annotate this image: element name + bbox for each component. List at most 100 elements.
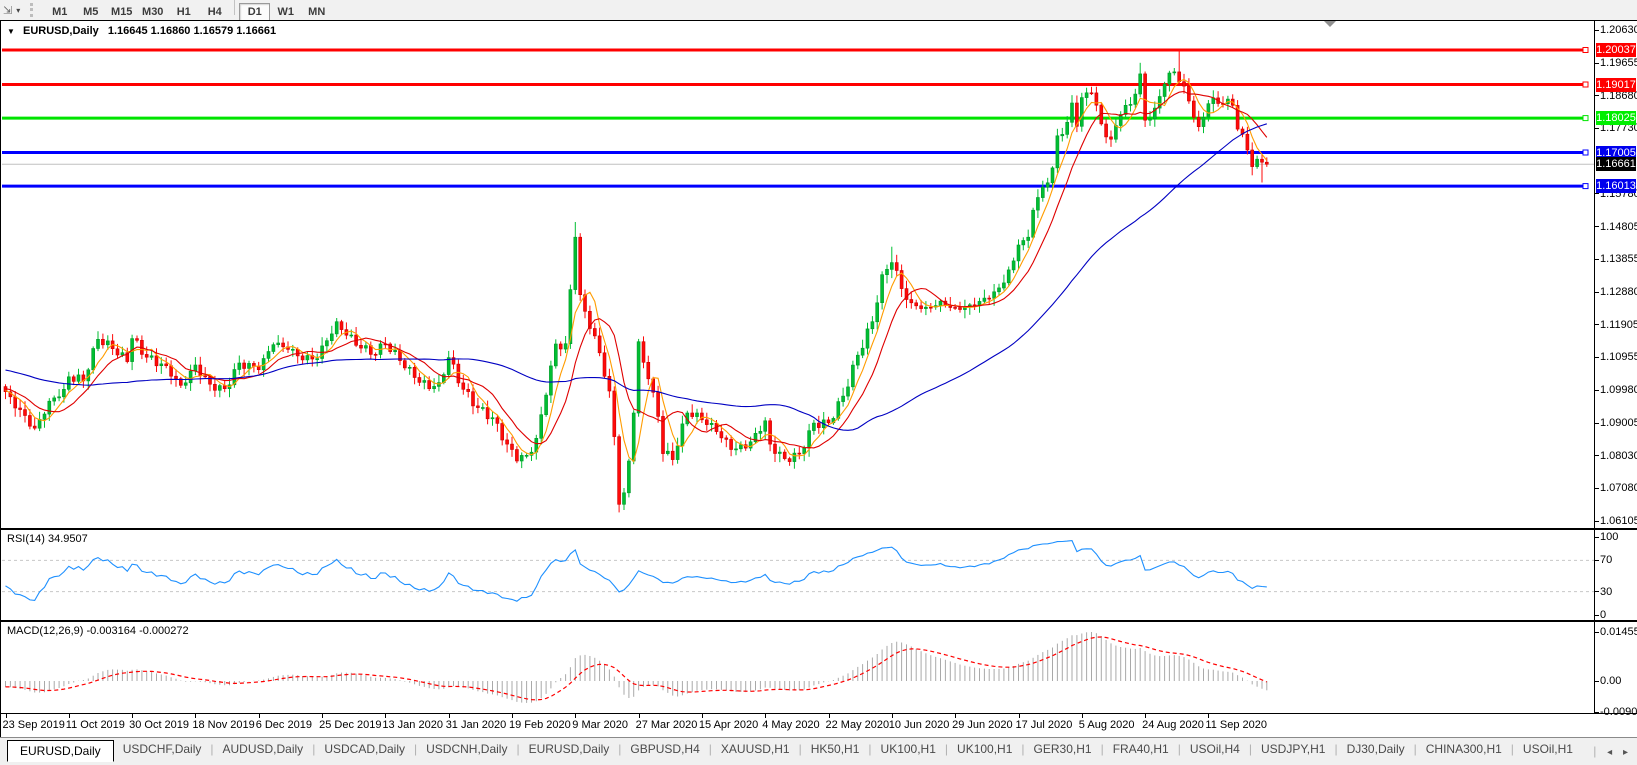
chart-tab-eurusd-daily[interactable]: EURUSD,Daily (528, 742, 610, 756)
tab-scroll-right-icon[interactable]: ▸ (1622, 747, 1628, 758)
rsi-pane[interactable] (0, 530, 1637, 620)
price-tick (1595, 258, 1599, 260)
chart-tab-uk100-h1[interactable]: UK100,H1 (880, 742, 936, 756)
chart-tab-usdchf-daily[interactable]: USDCHF,Daily (122, 742, 202, 756)
date-label: 6 Dec 2019 (255, 719, 312, 731)
price-line-label: 1.18025 (1596, 111, 1636, 126)
date-tick (575, 714, 577, 718)
price-tick (1595, 291, 1599, 293)
price-tick-label: 1.14805 (1600, 220, 1637, 233)
tab-divider: | (1177, 742, 1181, 756)
timeframe-button-H1[interactable]: H1 (176, 5, 191, 18)
date-label: 5 Aug 2020 (1078, 719, 1135, 731)
chart-tab-dj30-daily[interactable]: DJ30,Daily (1346, 742, 1405, 756)
hline-handle[interactable] (1582, 183, 1589, 190)
chart-shift-marker[interactable] (1324, 21, 1336, 27)
price-tick-label: 1.06105 (1600, 515, 1637, 527)
toolbar-grip (30, 3, 36, 17)
chart-tab-usdcad-daily[interactable]: USDCAD,Daily (324, 742, 405, 756)
chart-tabs-bar: EURUSD,Daily USDCHF,Daily | AUDUSD,Daily | US… (0, 737, 1637, 765)
hline-handle[interactable] (1582, 47, 1589, 53)
price-tick (1595, 324, 1599, 326)
ma-50-line (5, 123, 1267, 431)
date-tick (68, 714, 70, 718)
date-tick (322, 714, 324, 718)
price-tick-label: 1.18680 (1600, 89, 1637, 102)
timeframe-button-D1[interactable]: D1 (239, 2, 271, 21)
price-line-label: 1.17005 (1596, 145, 1636, 160)
date-label: 15 Apr 2020 (698, 719, 759, 731)
chart-tab-eurusd-daily[interactable]: EURUSD,Daily (7, 740, 114, 762)
tab-scroll-arrows: | ◂ ▸ (1589, 744, 1632, 758)
macd-signal-line (5, 636, 1268, 701)
tab-divider: | (516, 742, 520, 756)
price-tick (1595, 127, 1599, 129)
date-label: 18 Nov 2019 (192, 719, 255, 731)
tab-divider: | (1248, 742, 1252, 756)
pane-separator[interactable] (0, 620, 1637, 622)
main-chart-pane[interactable] (0, 21, 1637, 528)
price-tick (1595, 356, 1599, 358)
chart-tab-usdcnh-daily[interactable]: USDCNH,Daily (426, 742, 508, 756)
tab-divider: | (618, 742, 622, 756)
date-tick (385, 714, 387, 718)
chart-left-border (0, 20, 1, 737)
date-label: 9 Mar 2020 (572, 719, 628, 731)
price-tick-label: 1.09980 (1600, 384, 1637, 396)
tab-divider: | (1021, 742, 1025, 756)
price-tick (1595, 520, 1599, 522)
tab-divider: | (944, 742, 949, 756)
chart-tab-fra40-h1[interactable]: FRA40,H1 (1112, 742, 1169, 756)
chart-tab-usoil-h1[interactable]: USOil,H1 (1522, 742, 1573, 756)
timeframe-button-M5[interactable]: M5 (83, 5, 99, 18)
rsi-line (5, 540, 1267, 602)
chart-tab-hk50-h1[interactable]: HK50,H1 (810, 742, 860, 756)
timeframe-button-MN[interactable]: MN (308, 5, 326, 18)
chart-tab-xauusd-h1[interactable]: XAUUSD,H1 (720, 742, 790, 756)
date-label: 29 Jun 2020 (952, 719, 1013, 731)
tab-scroll-left-icon[interactable]: ◂ (1607, 747, 1613, 758)
tab-divider: | (1413, 742, 1417, 756)
timeframe-button-M1[interactable]: M1 (52, 5, 68, 18)
chart-tab-gbpusd-h4[interactable]: GBPUSD,H4 (630, 742, 700, 756)
chart-tab-usdjpy-h1[interactable]: USDJPY,H1 (1260, 742, 1326, 756)
toolbar-separator (234, 0, 236, 15)
price-axis-border (1594, 21, 1595, 713)
tool-glyph-icon: ⇲ (3, 4, 13, 17)
date-label: 11 Sep 2020 (1205, 719, 1267, 731)
timeframe-button-M15[interactable]: M15 (111, 5, 133, 18)
chart-tab-uk100-h1[interactable]: UK100,H1 (957, 742, 1013, 756)
chart-tab-china300-h1[interactable]: CHINA300,H1 (1425, 742, 1502, 756)
price-tick (1595, 455, 1599, 457)
date-label: 22 May 2020 (825, 719, 890, 731)
timeframe-button-M30[interactable]: M30 (142, 5, 164, 18)
date-tick (891, 714, 893, 718)
pane-separator[interactable] (0, 528, 1637, 530)
timeframe-button-H4[interactable]: H4 (207, 5, 222, 18)
price-tick-label: 1.08030 (1600, 449, 1637, 462)
collapse-arrow-icon[interactable]: ▼ (7, 27, 15, 36)
macd-tick-label: 0.00 (1600, 675, 1622, 687)
date-tick (1018, 714, 1020, 718)
chart-tab-usoil-h4[interactable]: USOil,H4 (1189, 742, 1240, 756)
rsi-tick (1595, 536, 1599, 538)
hline-handle[interactable] (1582, 149, 1589, 156)
date-tick (1081, 714, 1083, 718)
tab-divider: | (210, 742, 214, 756)
chart-symbol: EURUSD,Daily (22, 25, 99, 37)
date-tick (1145, 714, 1147, 718)
date-label: 25 Dec 2019 (319, 719, 382, 731)
chart-title: ▼ EURUSD,Daily 1.16645 1.16860 1.16579 1… (7, 25, 276, 37)
timeframe-button-W1[interactable]: W1 (277, 5, 294, 18)
chart-tab-ger30-h1[interactable]: GER30,H1 (1033, 742, 1092, 756)
hline-handle[interactable] (1582, 81, 1589, 88)
date-tick (512, 714, 513, 718)
hline-handle[interactable] (1582, 115, 1589, 122)
rsi-tick-label: 30 (1600, 585, 1613, 598)
macd-pane[interactable] (0, 622, 1637, 713)
date-tick (195, 714, 197, 718)
chart-tool-icon[interactable]: ⇲ ▾ (3, 4, 20, 17)
chart-tab-audusd-daily[interactable]: AUDUSD,Daily (222, 742, 304, 756)
date-label: 13 Jan 2020 (382, 719, 443, 731)
date-tick (955, 714, 957, 718)
